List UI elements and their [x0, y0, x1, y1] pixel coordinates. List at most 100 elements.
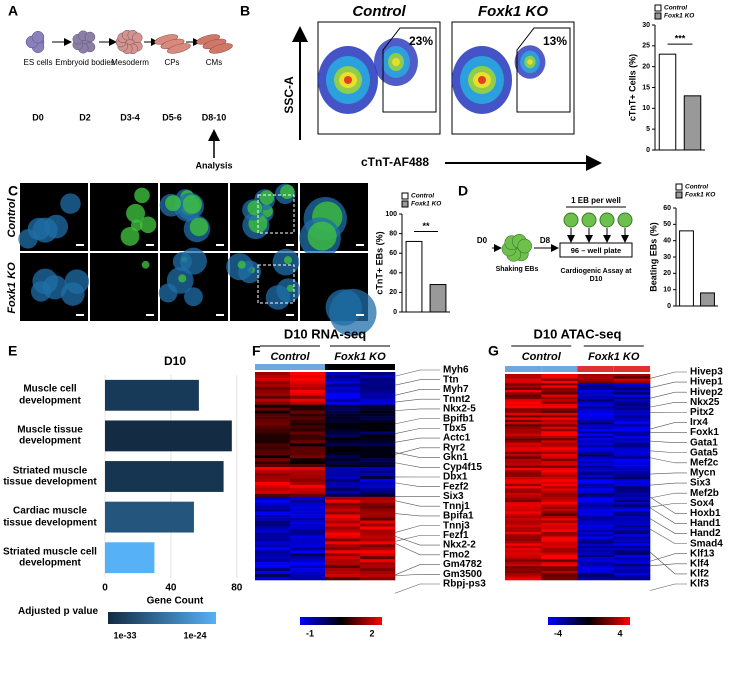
heat-cell	[255, 499, 291, 504]
gene-label: Gkn1	[443, 452, 468, 463]
heat-cell	[577, 470, 615, 473]
heat-cell	[360, 523, 396, 527]
heat-cell	[505, 536, 542, 540]
heat-cell	[325, 422, 361, 426]
x-tick-label: 80	[231, 583, 243, 594]
bar	[405, 240, 423, 313]
heat-cell	[577, 529, 615, 533]
heat-cell	[360, 535, 396, 539]
heat-cell	[541, 483, 578, 487]
stage-label: CPs	[164, 58, 180, 67]
heat-cell	[290, 476, 326, 480]
heat-cell	[505, 474, 542, 478]
heat-cell	[613, 525, 651, 528]
heat-cell	[505, 463, 542, 466]
heat-cell	[577, 563, 615, 567]
gene-label: Gm4782	[443, 559, 482, 570]
gene-label: Gata1	[690, 437, 718, 448]
heat-cell	[360, 434, 396, 438]
flow-y-label: SSC-A	[282, 76, 296, 114]
heat-cell	[255, 538, 291, 542]
heat-cell	[541, 481, 578, 485]
heat-cell	[325, 565, 361, 569]
heat-cell	[577, 509, 615, 512]
heat-cell	[505, 566, 542, 569]
heat-cell	[577, 506, 615, 510]
heat-cell	[613, 447, 651, 450]
gene-connector	[394, 482, 440, 488]
colorbar	[548, 617, 630, 625]
heat-cell	[255, 419, 291, 423]
heat-cell	[577, 513, 615, 517]
heat-cell	[541, 570, 578, 574]
heat-cell	[577, 440, 615, 443]
heat-cell	[577, 460, 615, 464]
y-axis-label: cTnT+ EBs (%)	[374, 231, 384, 294]
gene-connector	[649, 507, 687, 524]
heat-cell	[577, 511, 615, 514]
heat-cell	[360, 437, 396, 441]
heat-cell	[613, 403, 651, 407]
heat-cell	[613, 575, 651, 579]
heat-cell	[541, 559, 578, 562]
heat-cell	[505, 497, 542, 501]
heat-cell	[290, 571, 326, 575]
bar	[700, 292, 715, 307]
heat-cell	[360, 377, 396, 382]
heat-cell	[505, 538, 542, 542]
gene-connector	[649, 528, 687, 544]
heat-cell	[613, 486, 651, 489]
heat-cell	[255, 395, 291, 400]
heat-cell	[360, 487, 396, 492]
gene-connector	[394, 564, 440, 576]
heat-cell	[325, 535, 361, 539]
gene-label: Fezf1	[443, 530, 469, 541]
heat-cell	[325, 499, 361, 504]
heat-cell	[290, 374, 326, 379]
gene-connector	[649, 422, 687, 430]
heat-cell	[541, 520, 578, 524]
gene-label: Hivep3	[690, 367, 723, 378]
heat-cell	[290, 574, 326, 578]
heat-cell	[541, 387, 578, 391]
y-tick-label: 0	[667, 303, 671, 310]
heat-cell	[577, 380, 615, 384]
heat-cell	[505, 376, 542, 379]
gene-label: Klf13	[690, 548, 715, 559]
heat-cell	[613, 497, 651, 501]
heat-cell	[613, 412, 651, 416]
heat-cell	[325, 407, 361, 411]
heat-cell	[505, 493, 542, 496]
heat-cell	[505, 479, 542, 482]
heat-cell	[255, 526, 291, 530]
heat-cell	[541, 577, 578, 581]
eb-well	[617, 212, 633, 228]
heat-cell	[360, 496, 396, 501]
heat-cell	[505, 454, 542, 457]
heat-cell	[325, 419, 361, 423]
heat-cell	[290, 372, 326, 376]
annotation-bar	[325, 364, 360, 370]
heat-cell	[541, 449, 578, 453]
density	[392, 58, 400, 66]
heat-cell	[613, 415, 651, 418]
heat-cell	[613, 458, 651, 462]
ctnt-blob	[286, 284, 294, 293]
gene-label: Mef2c	[690, 457, 719, 468]
day-label: D0	[477, 236, 488, 245]
heat-cell	[613, 442, 651, 446]
heat-cell	[360, 467, 396, 471]
heat-cell	[325, 443, 361, 447]
heat-cell	[541, 454, 578, 457]
heat-cell	[325, 467, 361, 471]
panel-label: A	[8, 3, 18, 19]
heat-cell	[577, 570, 615, 574]
heat-cell	[255, 461, 291, 465]
heat-cell	[577, 458, 615, 462]
heat-cell	[577, 504, 615, 508]
heat-cell	[325, 559, 361, 563]
gene-label: Ryr2	[443, 442, 466, 453]
heat-cell	[505, 502, 542, 505]
heat-cell	[360, 410, 396, 414]
heat-cell	[577, 433, 615, 437]
